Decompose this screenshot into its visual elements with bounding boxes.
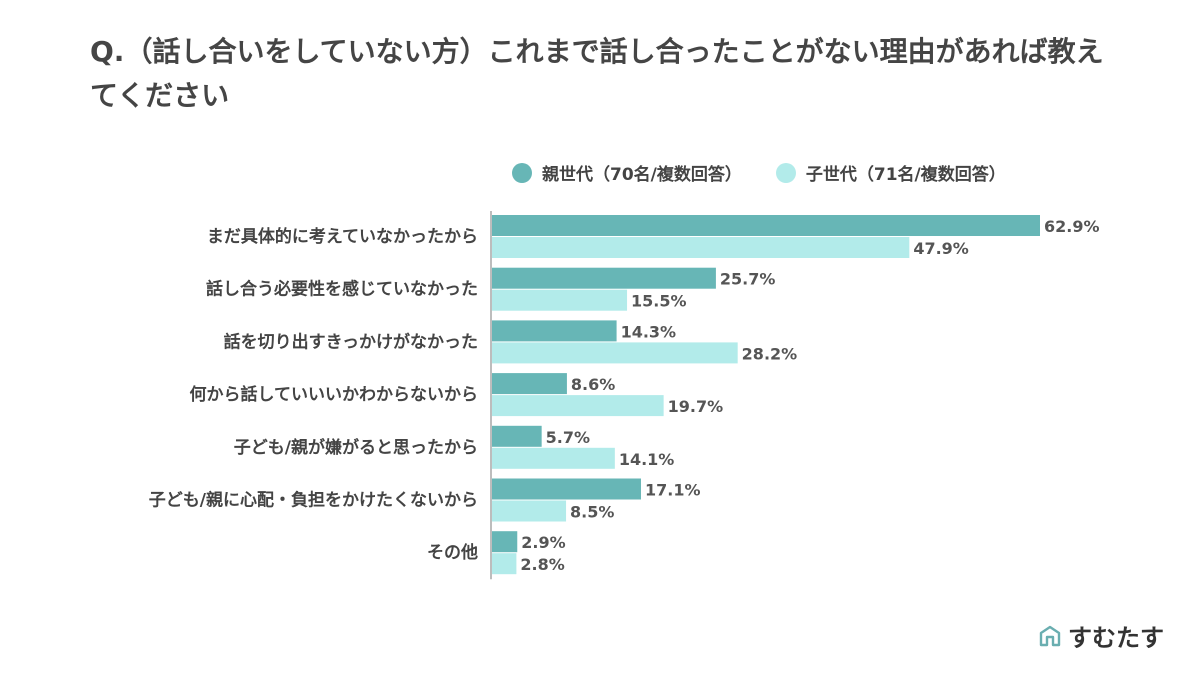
- bar-child: [492, 237, 910, 258]
- legend-item-child: 子世代（71名/複数回答）: [775, 160, 1006, 185]
- value-label-child: 15.5%: [631, 292, 687, 311]
- value-label-child: 2.8%: [520, 555, 564, 574]
- value-label-parent: 14.3%: [621, 322, 677, 341]
- value-label-parent: 2.9%: [521, 533, 565, 552]
- bar-parent: [492, 373, 567, 395]
- bar-child: [492, 500, 567, 522]
- value-label-child: 47.9%: [913, 239, 969, 258]
- category-label: まだ具体的に考えていなかったから: [207, 226, 478, 247]
- bar-parent: [492, 531, 518, 553]
- value-label-parent: 62.9%: [1044, 217, 1100, 236]
- bar-parent: [492, 267, 716, 289]
- legend-swatch-parent: [512, 162, 532, 183]
- value-label-child: 19.7%: [668, 397, 724, 416]
- value-label-parent: 8.6%: [571, 375, 615, 394]
- bar-parent: [492, 215, 1040, 236]
- legend-label-child: 子世代（71名/複数回答）: [805, 165, 1006, 185]
- category-label: 子ども/親が嫌がると思ったから: [234, 437, 478, 458]
- category-label: 子ども/親に心配・負担をかけたくないから: [149, 490, 478, 511]
- category-label: 何から話していいいかわからないから: [190, 384, 479, 405]
- brand-logo: すむたす: [1038, 618, 1164, 653]
- bar-parent: [492, 425, 542, 447]
- legend-swatch-child: [775, 162, 796, 183]
- value-label-parent: 5.7%: [546, 428, 590, 447]
- value-label-child: 8.5%: [570, 503, 614, 522]
- legend-item-parent: 親世代（70名/複数回答）: [512, 160, 742, 185]
- chart-title: Q.（話し合いをしていない方）これまで話し合ったことがない理由があれば教えてくだ…: [90, 35, 1104, 112]
- value-label-parent: 17.1%: [645, 481, 701, 500]
- value-label-child: 14.1%: [619, 450, 675, 469]
- bar-child: [492, 289, 628, 311]
- legend: 親世代（70名/複数回答） 子世代（71名/複数回答）: [512, 160, 1006, 185]
- value-label-child: 28.2%: [742, 344, 798, 363]
- house-logo-icon: [1039, 625, 1061, 646]
- bar-parent: [492, 320, 617, 342]
- legend-label-parent: 親世代（70名/複数回答）: [542, 165, 742, 185]
- category-label: 話を切り出すきっかけがなかった: [224, 331, 478, 352]
- brand-name: すむたす: [1068, 624, 1164, 652]
- bar-child: [492, 447, 615, 469]
- bar-child: [492, 553, 517, 575]
- value-label-parent: 25.7%: [720, 270, 776, 289]
- category-label: その他: [427, 542, 478, 563]
- bar-parent: [492, 478, 641, 500]
- bar-child: [492, 395, 664, 417]
- bar-child: [492, 342, 738, 364]
- category-label: 話し合う必要性を感じていなかった: [206, 279, 478, 300]
